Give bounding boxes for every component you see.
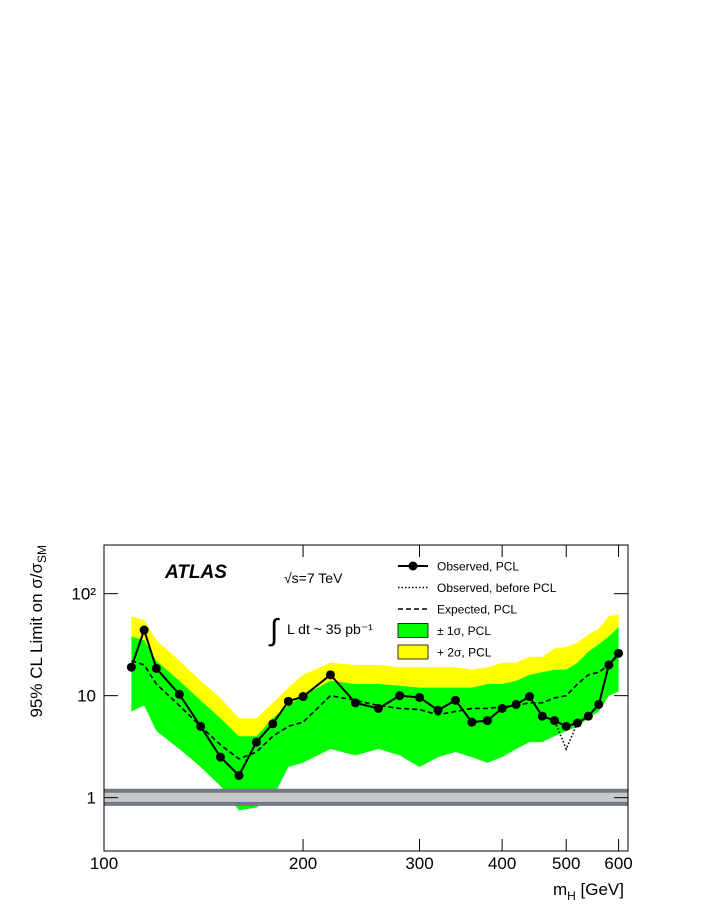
marker	[572, 718, 582, 728]
marker	[415, 692, 425, 702]
marker	[467, 717, 477, 727]
x-axis-label-main: m	[553, 880, 567, 899]
plot-area	[104, 614, 628, 811]
legend-swatch	[397, 623, 429, 638]
experiment-label: ATLAS	[164, 562, 227, 583]
marker	[561, 721, 571, 731]
y-axis-label-sub: SM	[35, 545, 49, 563]
x-tick-label: 200	[289, 854, 317, 873]
marker	[373, 703, 383, 713]
marker	[395, 691, 405, 701]
marker	[151, 663, 161, 673]
marker	[325, 670, 335, 680]
marker	[283, 696, 293, 706]
y-axis-label: 95% CL Limit on σ/σSM	[27, 545, 49, 718]
marker	[604, 660, 614, 670]
frame	[103, 544, 629, 852]
legend-label: Observed, before PCL	[437, 581, 557, 595]
marker	[450, 695, 460, 705]
x-tick-label: 500	[552, 854, 580, 873]
band-2sigma	[131, 614, 619, 737]
marker	[251, 737, 261, 747]
sm-band	[104, 790, 628, 804]
x-tick-label: 300	[405, 854, 433, 873]
x-tick-label: 400	[488, 854, 516, 873]
marker	[525, 692, 535, 702]
x-axis-label: mH [GeV]	[553, 880, 624, 903]
marker	[196, 721, 206, 731]
marker	[268, 719, 278, 729]
marker	[549, 716, 559, 726]
y-tick-label: 1	[87, 789, 96, 808]
y-axis-label-main: 95% CL Limit on σ/σ	[27, 562, 46, 717]
legend-label: + 2σ, PCL	[437, 646, 492, 660]
marker	[174, 689, 184, 699]
x-tick-label: 100	[90, 854, 118, 873]
marker	[126, 662, 136, 672]
marker	[511, 699, 521, 709]
marker	[482, 716, 492, 726]
x-tick-label: 600	[604, 854, 632, 873]
x-axis-label-sub: H	[567, 889, 576, 903]
x-axis-label-unit: [GeV]	[576, 880, 624, 899]
line-dashed	[131, 654, 620, 760]
legend-marker	[408, 561, 418, 571]
legend-swatch	[397, 644, 429, 660]
band-1sigma	[131, 627, 619, 811]
energy-label: √s=7 TeV	[284, 570, 343, 586]
lumi-label: L dt ~ 35 pb⁻¹	[287, 621, 373, 637]
marker	[433, 705, 443, 715]
marker	[350, 698, 360, 708]
marker	[215, 752, 225, 762]
marker	[298, 692, 308, 702]
marker	[614, 648, 624, 658]
marker	[139, 625, 149, 635]
marker	[234, 770, 244, 780]
marker	[594, 699, 604, 709]
integral-sign: ∫	[268, 614, 280, 647]
legend-label: ± 1σ, PCL	[437, 624, 491, 638]
marker	[583, 711, 593, 721]
marker	[497, 703, 507, 713]
y-tick-label: 10	[77, 687, 96, 706]
marker	[537, 711, 547, 721]
legend-label: Observed, PCL	[437, 560, 519, 574]
legend-label: Expected, PCL	[437, 603, 517, 617]
y-tick-label: 10²	[71, 585, 96, 604]
